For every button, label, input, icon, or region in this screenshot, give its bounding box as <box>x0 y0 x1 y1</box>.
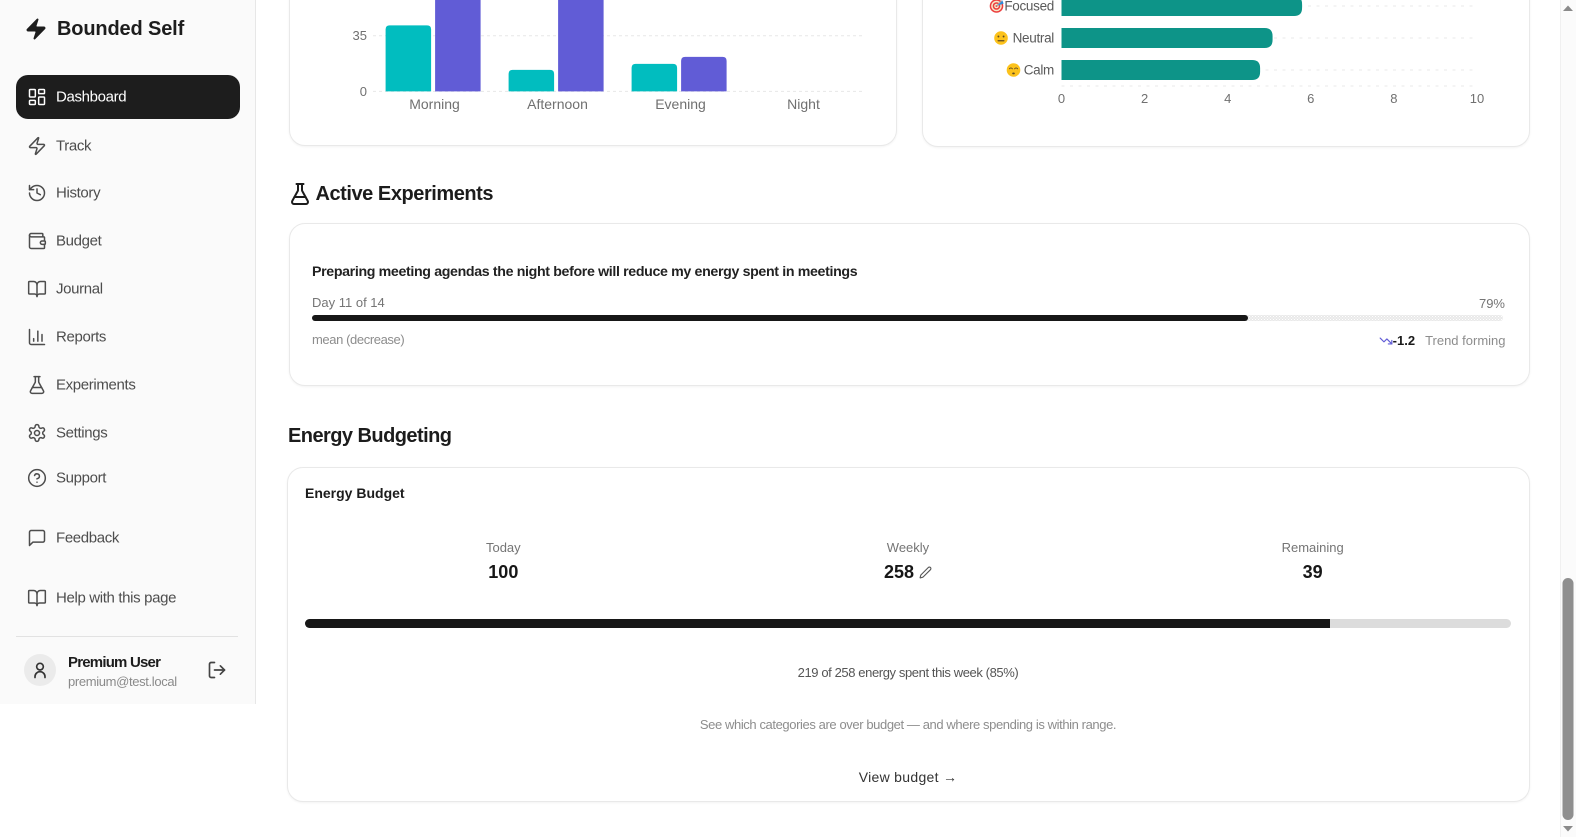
svg-text:0: 0 <box>360 84 367 99</box>
svg-text:Afternoon: Afternoon <box>527 96 588 112</box>
svg-text:Night: Night <box>787 96 820 112</box>
svg-text:6: 6 <box>1307 91 1314 106</box>
svg-text:Focused: Focused <box>1004 0 1054 14</box>
svg-text:Calm: Calm <box>1024 63 1054 78</box>
svg-text:Morning: Morning <box>409 96 460 112</box>
svg-text:10: 10 <box>1470 91 1484 106</box>
svg-text:35: 35 <box>353 28 367 43</box>
svg-text:2: 2 <box>1141 91 1148 106</box>
svg-text:Evening: Evening <box>655 96 706 112</box>
svg-text:8: 8 <box>1390 91 1397 106</box>
svg-text:4: 4 <box>1224 91 1231 106</box>
svg-text:Neutral: Neutral <box>1013 31 1055 46</box>
svg-text:0: 0 <box>1058 91 1065 106</box>
